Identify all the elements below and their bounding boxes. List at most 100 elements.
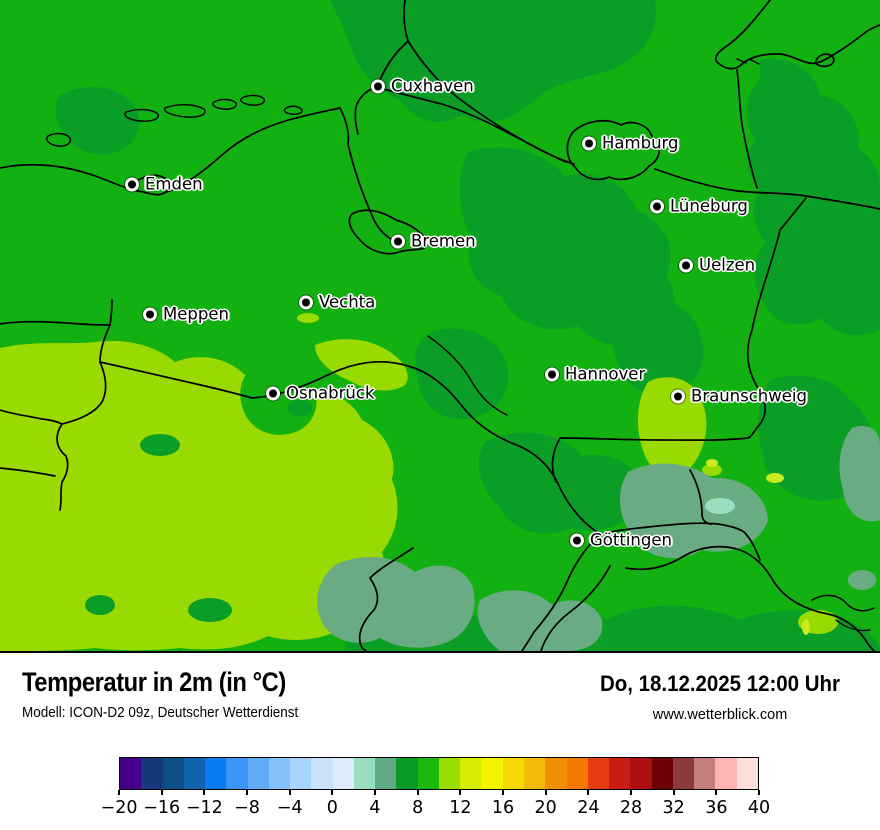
colorbar-tick [630, 790, 632, 795]
region-4-6C [317, 425, 880, 651]
city-label: Vechta [319, 292, 376, 312]
colorbar-segment [481, 758, 503, 789]
colorbar-segment [630, 758, 652, 789]
city-marker-cuxhaven: Cuxhaven [374, 77, 474, 96]
colorbar-tick-label: −12 [185, 798, 223, 818]
colorbar-segment [545, 758, 567, 789]
colorbar-segment [460, 758, 482, 789]
colorbar-segment [141, 758, 163, 789]
city-marker-osnabrck: Osnabrück [269, 384, 375, 403]
colorbar-tick [246, 790, 248, 795]
city-label: Hamburg [602, 133, 679, 153]
temperature-colorbar [119, 757, 759, 790]
city-marker-bremen: Bremen [394, 232, 476, 251]
colorbar-tick [118, 790, 120, 795]
city-dot-icon [682, 261, 690, 269]
website-url: www.wetterblick.com [652, 707, 788, 723]
southeast-border [811, 594, 875, 632]
colorbar-segment [396, 758, 418, 789]
colorbar-tick [160, 790, 163, 795]
page-title: Temperatur in 2m (in °C) [22, 667, 286, 697]
elbe-river-east [654, 168, 880, 210]
colorbar-tick [587, 790, 590, 795]
colorbar-tick [544, 790, 547, 795]
city-dot-icon [674, 392, 682, 400]
city-label: Hannover [565, 364, 646, 384]
city-dot-icon [394, 237, 402, 245]
colorbar-tick [758, 790, 760, 795]
colorbar-tick-label: 40 [747, 798, 771, 818]
city-dot-icon [146, 310, 154, 318]
colorbar-segment [566, 758, 588, 789]
city-dot-icon [653, 202, 661, 210]
colorbar-segment [502, 758, 525, 789]
colorbar-tick-label: −20 [100, 798, 138, 818]
city-marker-vechta: Vechta [302, 293, 375, 312]
city-dot-icon [302, 298, 310, 306]
city-marker-uelzen: Uelzen [682, 256, 755, 275]
colorbar-tick-label: 0 [326, 798, 338, 818]
colorbar-segment [609, 758, 631, 789]
colorbar-tick-label: 4 [369, 798, 381, 818]
city-label: Uelzen [699, 255, 756, 275]
colorbar-segment [672, 758, 695, 789]
colorbar-tick [672, 790, 675, 795]
colorbar-tick-label: −8 [234, 798, 260, 818]
colorbar-segment [736, 758, 758, 789]
colorbar-segment [205, 758, 227, 789]
colorbar-tick [331, 790, 334, 795]
colorbar-tick [416, 790, 419, 795]
colorbar-tick [374, 790, 376, 795]
colorbar-segment [524, 758, 546, 789]
city-marker-meppen: Meppen [146, 305, 229, 324]
harz-south-border [625, 545, 875, 651]
nl-border [0, 299, 113, 511]
map-canvas [0, 0, 880, 651]
elbe-estuary [376, 0, 575, 165]
colorbar-segment [162, 758, 184, 789]
colorbar-segment [587, 758, 610, 789]
colorbar-segment [651, 758, 673, 789]
forecast-datetime: Do, 18.12.2025 12:00 Uhr [600, 671, 840, 696]
colorbar-tick-label: 20 [534, 798, 557, 818]
colorbar-segment [694, 758, 716, 789]
city-dot-icon [128, 180, 136, 188]
map-lines [0, 0, 880, 651]
colorbar-tick-label: 28 [619, 798, 643, 818]
colorbar-segment [438, 758, 461, 789]
saxony-anhalt-border [551, 197, 807, 525]
colorbar-segment [375, 758, 397, 789]
colorbar-tick-label: 8 [412, 798, 424, 818]
city-marker-braunschweig: Braunschweig [674, 387, 807, 406]
city-label: Cuxhaven [391, 76, 474, 96]
colorbar-tick-label: 12 [449, 798, 472, 818]
colorbar-tick [502, 790, 504, 795]
colorbar-segment [290, 758, 312, 789]
goettingen-border [599, 522, 761, 561]
weser-river [339, 86, 399, 243]
colorbar-tick-label: 32 [662, 798, 685, 818]
weser-hills-border [427, 335, 508, 416]
region-12-14C [706, 459, 810, 635]
city-marker-gttingen: Göttingen [573, 531, 672, 550]
city-marker-hannover: Hannover [548, 365, 645, 384]
map-footer: Temperatur in 2m (in °C) Modell: ICON-D2… [0, 655, 880, 830]
colorbar-segment [247, 758, 269, 789]
north-sea-coastline [0, 107, 341, 196]
colorbar-tick [715, 790, 718, 795]
city-dot-icon [585, 139, 593, 147]
colorbar-tick-label: 16 [491, 798, 515, 818]
city-label: Lüneburg [670, 196, 748, 216]
colorbar-tick-label: −4 [276, 798, 303, 818]
colorbar-tick [288, 790, 291, 795]
colorbar-tick-label: 24 [577, 798, 600, 818]
colorbar-segment [183, 758, 206, 789]
city-label: Bremen [411, 231, 476, 251]
city-marker-hamburg: Hamburg [585, 134, 679, 153]
temperature-map: Cuxhaven Hamburg Emden Lüneburg Bremen Uelzen… [0, 0, 880, 653]
model-info: Modell: ICON-D2 09z, Deutscher Wetterdie… [22, 705, 299, 721]
city-marker-emden: Emden [128, 175, 203, 194]
colorbar-segment [417, 758, 439, 789]
city-dot-icon [548, 370, 556, 378]
thuringia-border [358, 547, 611, 651]
